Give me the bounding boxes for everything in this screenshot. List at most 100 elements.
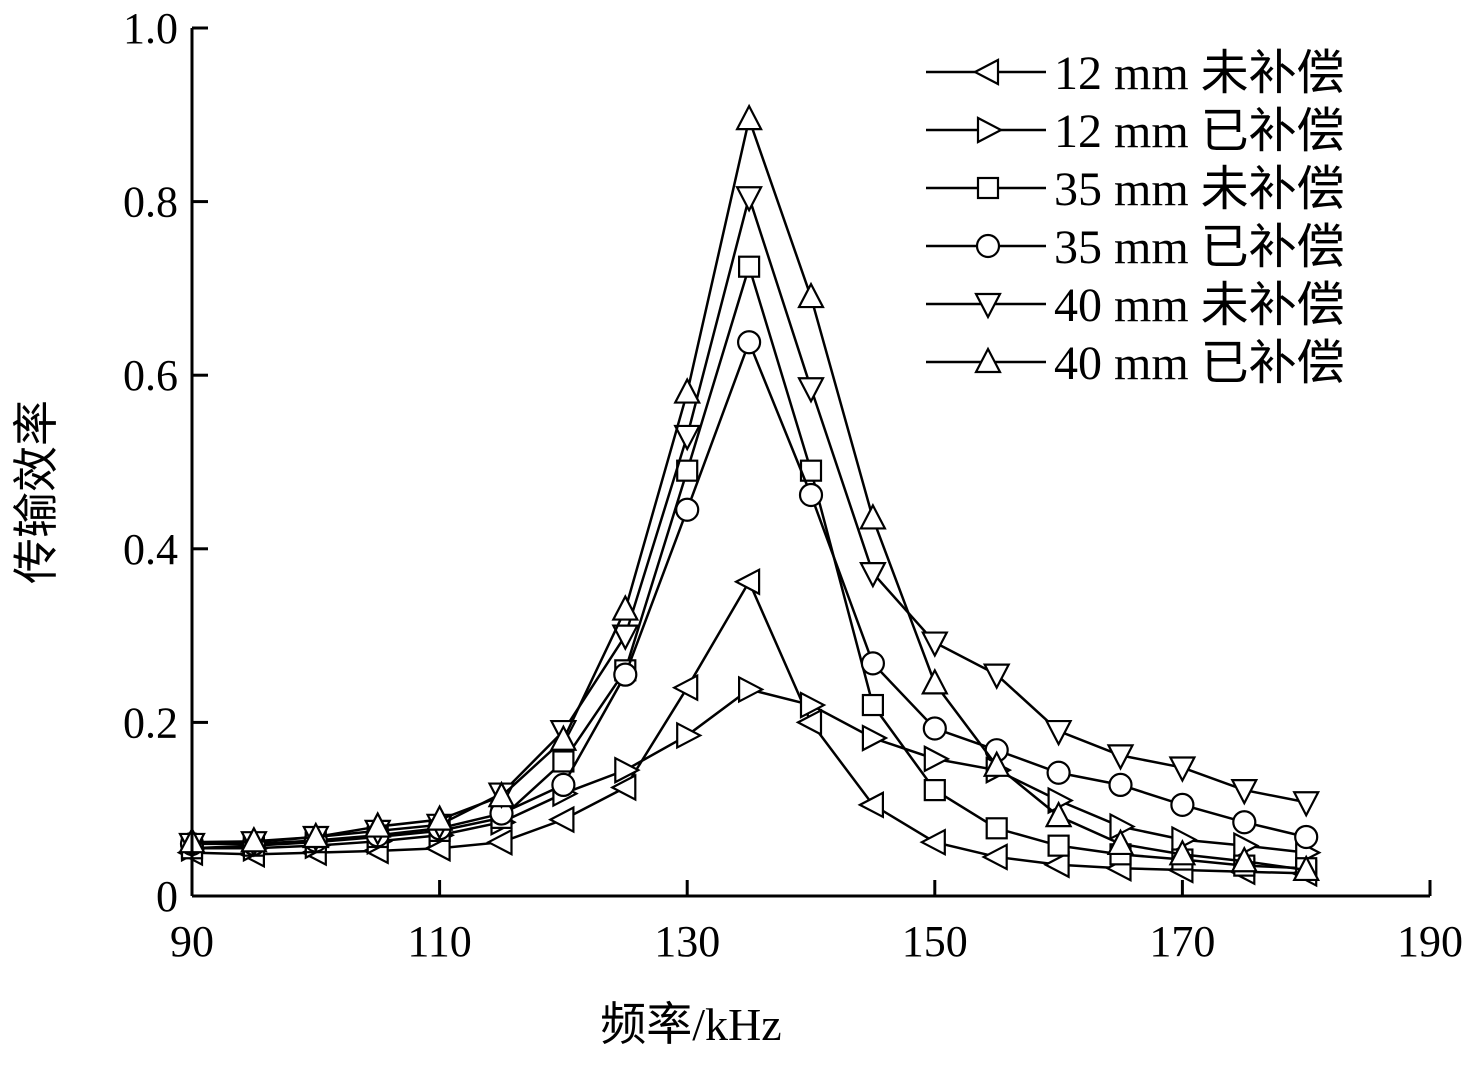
data-point	[673, 377, 702, 404]
data-point	[798, 482, 824, 508]
data-point	[859, 503, 887, 530]
data-point	[676, 459, 699, 482]
data-point	[920, 667, 949, 695]
data-point	[923, 779, 946, 802]
axes-layer: 90 110 130 150 170 190 0 0.2 0.4 0.6 0.8 1.0	[123, 4, 1463, 966]
legend-marker	[976, 176, 1000, 200]
data-point	[919, 828, 946, 856]
data-point	[673, 424, 702, 452]
data-point	[737, 255, 761, 278]
data-point	[860, 651, 886, 676]
series-line	[192, 338, 1307, 846]
data-point	[611, 624, 640, 651]
data-point	[549, 724, 578, 751]
data-point	[985, 817, 1008, 840]
y-axis-title: 传输效率	[11, 400, 62, 584]
x-ticks: 90 110 130 150 170 190	[170, 880, 1463, 966]
data-point	[609, 773, 637, 802]
legend-item: 12 mm 已补偿	[926, 105, 1345, 158]
data-point	[857, 791, 885, 819]
data-point	[981, 843, 1008, 871]
data-point	[920, 631, 949, 658]
data-point	[1043, 850, 1070, 879]
data-point	[1044, 719, 1073, 747]
data-point	[1108, 772, 1133, 797]
data-point	[736, 330, 762, 355]
data-point	[1294, 824, 1319, 850]
data-point	[1106, 828, 1135, 856]
y-tick-label: 0.6	[123, 351, 178, 400]
data-point	[1292, 854, 1321, 882]
y-ticks: 0 0.2 0.4 0.6 0.8 1.0	[123, 4, 208, 921]
data-point	[735, 186, 763, 213]
data-point	[613, 662, 638, 687]
legend-marker	[976, 116, 1004, 144]
data-point	[1170, 792, 1195, 817]
data-point	[1046, 760, 1071, 785]
y-tick-label: 0.4	[123, 525, 178, 574]
data-point	[614, 756, 641, 784]
legend-label: 35 mm 未补偿	[1054, 163, 1345, 216]
data-point	[1232, 810, 1257, 835]
data-point	[240, 825, 268, 853]
data-point	[797, 377, 825, 404]
x-tick-label: 170	[1149, 917, 1215, 966]
data-point	[799, 691, 827, 719]
data-point	[552, 750, 575, 773]
x-tick-label: 130	[654, 917, 720, 966]
data-point	[982, 750, 1011, 777]
legend-marker	[974, 346, 1002, 374]
data-point	[548, 805, 575, 834]
data-point	[1168, 756, 1197, 783]
data-point	[1044, 800, 1073, 828]
x-tick-label: 110	[407, 917, 471, 966]
data-point	[675, 497, 700, 522]
x-tick-label: 190	[1397, 917, 1463, 966]
legend-item: 40 mm 未补偿	[926, 279, 1345, 332]
series-line	[192, 688, 1307, 854]
x-axis-title: 频率/kHz	[600, 999, 781, 1050]
data-point	[301, 821, 330, 849]
data-point	[676, 721, 703, 750]
data-point	[1106, 744, 1135, 771]
series-circle	[179, 330, 1319, 857]
x-tick-label: 90	[170, 917, 214, 966]
data-point	[737, 675, 765, 704]
legend-marker	[974, 292, 1002, 320]
data-point	[1168, 838, 1197, 866]
y-tick-label: 0.8	[123, 178, 178, 227]
legend-label: 40 mm 未补偿	[1054, 279, 1345, 332]
legend-label: 12 mm 已补偿	[1054, 105, 1345, 158]
data-point	[1292, 791, 1321, 818]
data-point	[795, 708, 823, 737]
legend-item: 40 mm 已补偿	[926, 337, 1345, 390]
legend-item: 35 mm 未补偿	[926, 163, 1345, 216]
series-layer	[176, 103, 1322, 888]
data-point	[487, 780, 516, 808]
data-point	[735, 103, 763, 131]
data-point	[797, 281, 825, 309]
data-point	[1230, 845, 1259, 873]
data-point	[1047, 834, 1070, 857]
y-tick-label: 0	[156, 872, 178, 921]
data-point	[551, 772, 576, 797]
legend-item: 35 mm 已补偿	[926, 221, 1345, 274]
legend-item: 12 mm 未补偿	[926, 47, 1345, 100]
data-point	[671, 673, 699, 702]
data-point	[982, 663, 1011, 691]
data-point	[363, 811, 392, 838]
legend-marker	[972, 58, 1000, 86]
legend-label: 35 mm 已补偿	[1054, 221, 1345, 274]
legend-marker	[975, 233, 1001, 259]
data-point	[486, 828, 513, 856]
data-point	[923, 745, 951, 773]
data-point	[611, 594, 640, 621]
y-tick-label: 1.0	[123, 4, 178, 53]
legend-label: 12 mm 未补偿	[1054, 47, 1345, 100]
data-point	[861, 693, 885, 717]
x-tick-label: 150	[902, 917, 968, 966]
legend-label: 40 mm 已补偿	[1054, 337, 1345, 390]
data-point	[1230, 779, 1259, 806]
